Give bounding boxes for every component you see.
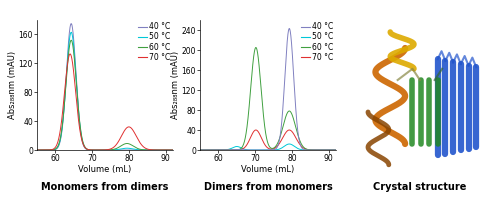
Y-axis label: Abs₂₈₈nm (mAU): Abs₂₈₈nm (mAU) xyxy=(171,51,180,119)
Legend: 40 °C, 50 °C, 60 °C, 70 °C: 40 °C, 50 °C, 60 °C, 70 °C xyxy=(138,22,170,62)
X-axis label: Volume (mL): Volume (mL) xyxy=(79,165,131,174)
Text: Crystal structure: Crystal structure xyxy=(373,182,467,192)
Legend: 40 °C, 50 °C, 60 °C, 70 °C: 40 °C, 50 °C, 60 °C, 70 °C xyxy=(301,22,333,62)
Text: Monomers from dimers: Monomers from dimers xyxy=(41,182,168,192)
Text: Dimers from monomers: Dimers from monomers xyxy=(204,182,332,192)
Y-axis label: Abs₂₈₈nm (mAU): Abs₂₈₈nm (mAU) xyxy=(8,51,17,119)
X-axis label: Volume (mL): Volume (mL) xyxy=(242,165,294,174)
